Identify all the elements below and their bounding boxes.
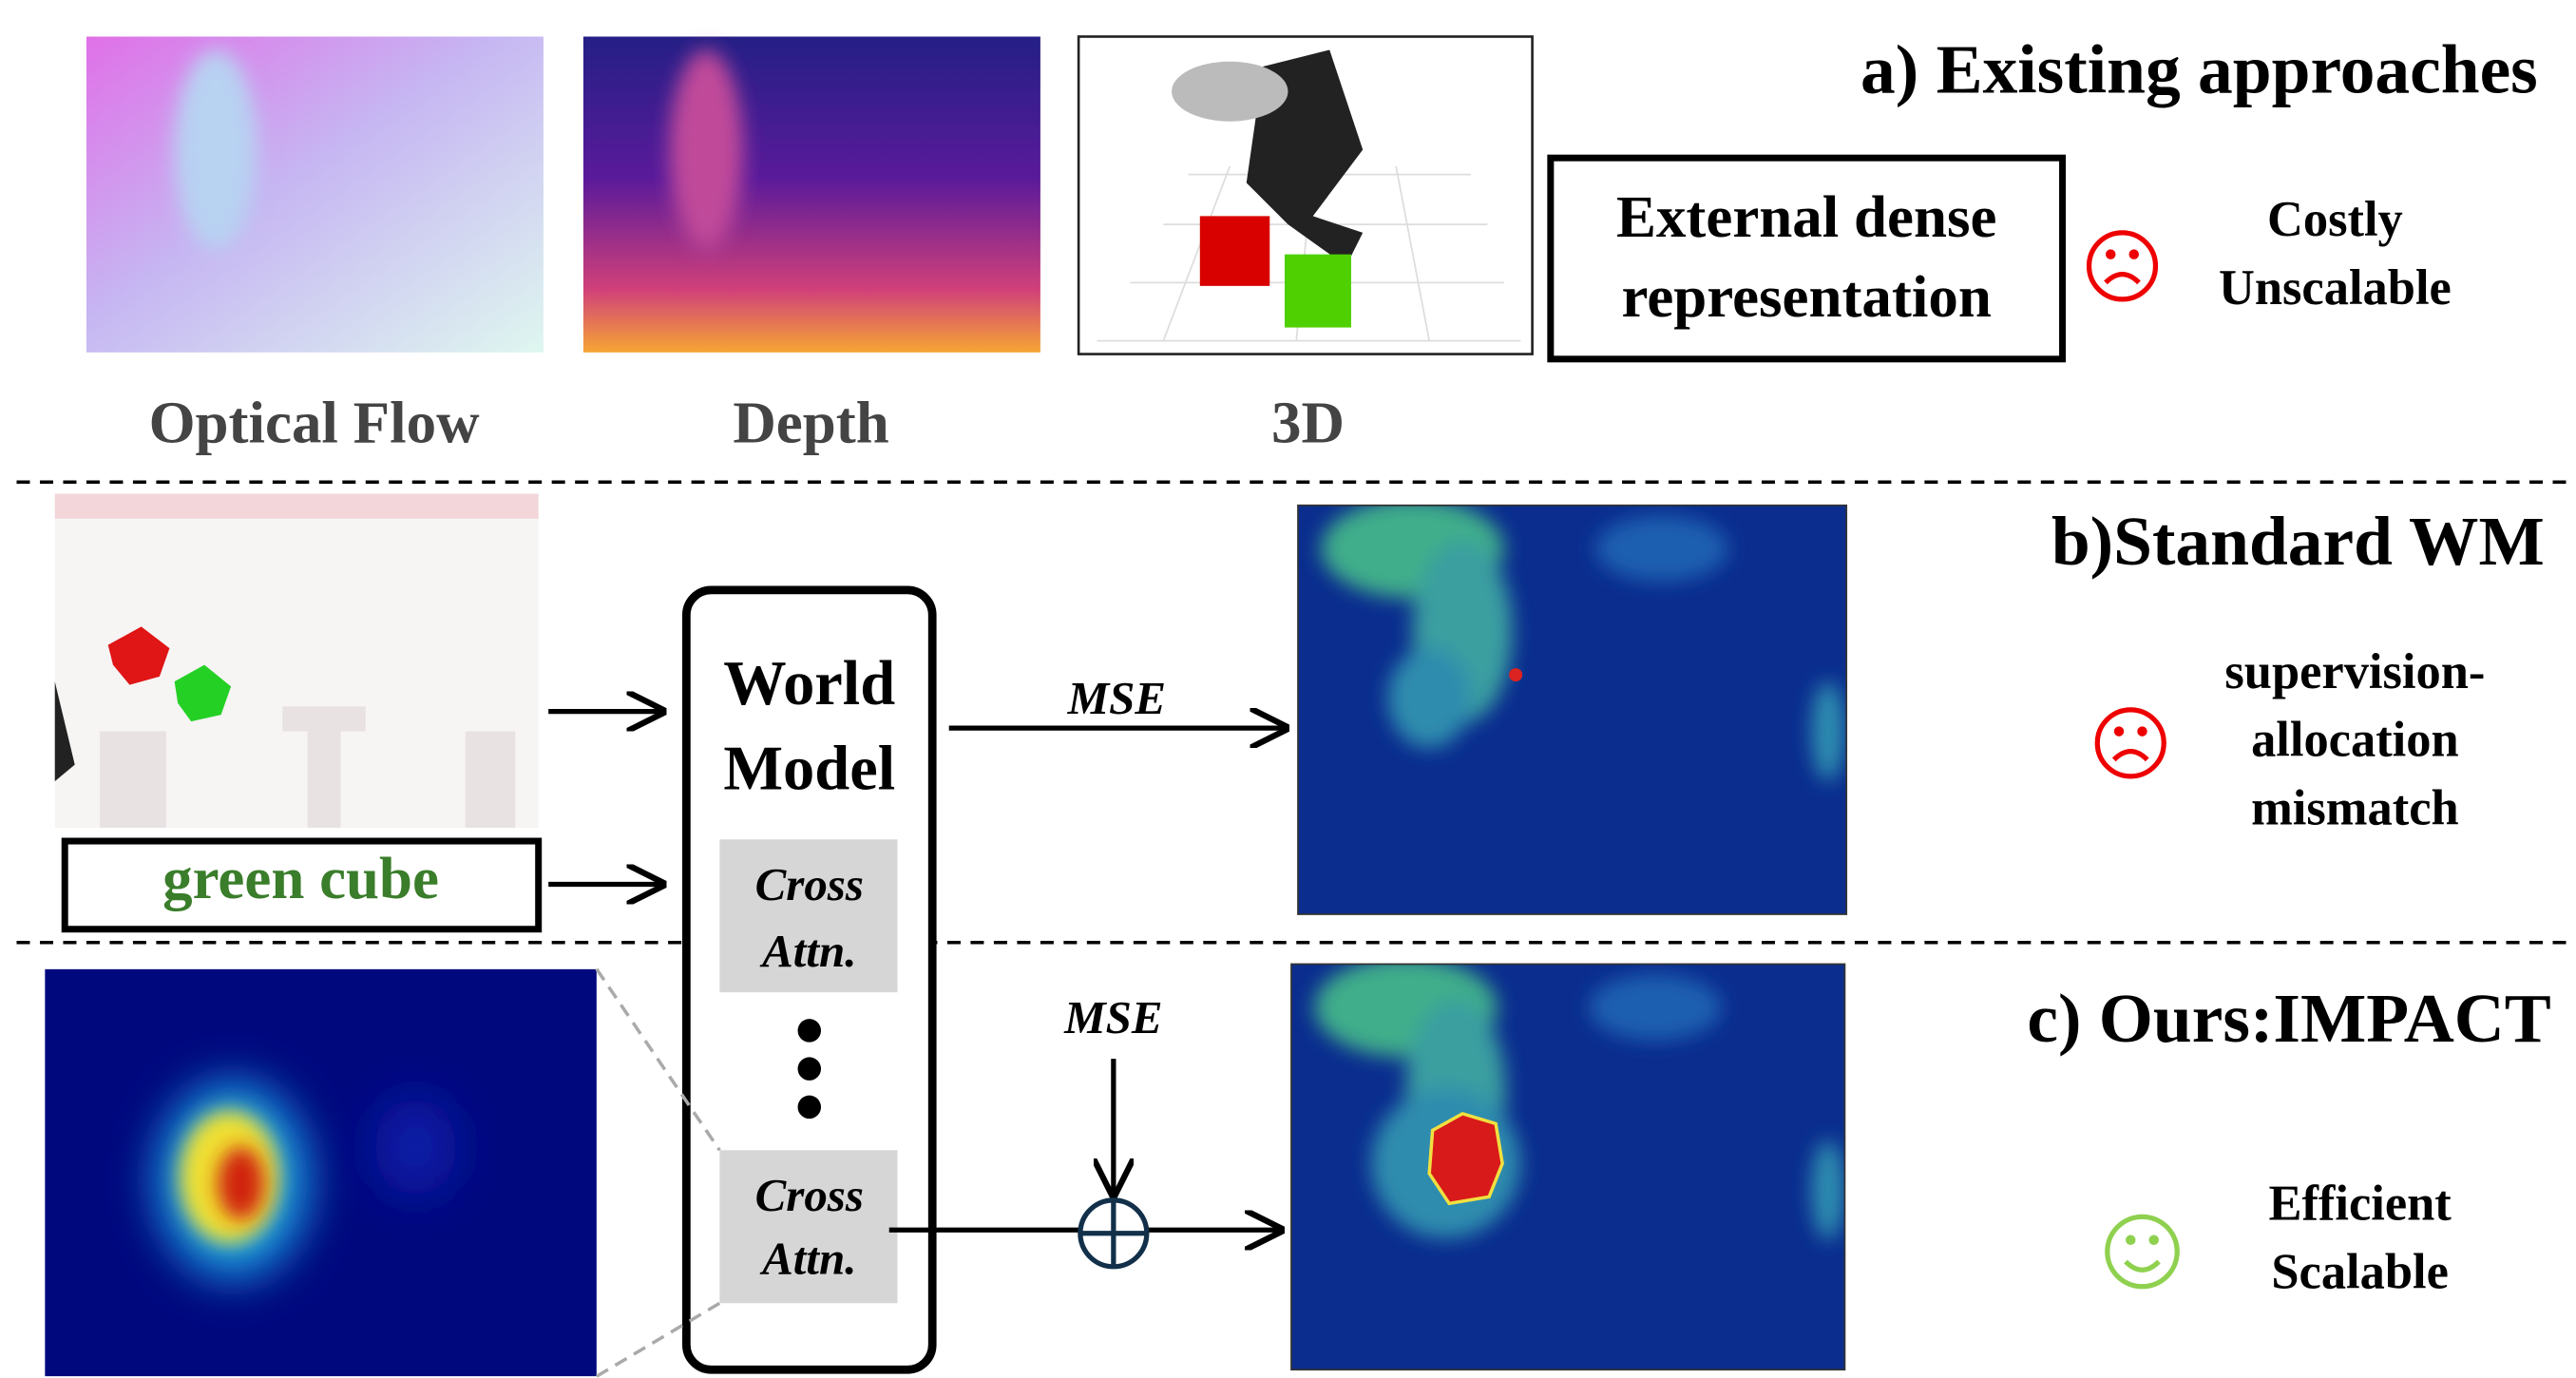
depth-image [582, 36, 1040, 353]
ellipsis-dots [797, 1019, 822, 1120]
block-text: Attn. [759, 1233, 856, 1285]
3d-robot-shadow [1172, 61, 1288, 122]
drawback: mismatch [2251, 780, 2459, 835]
thumbnail-label: Depth [733, 390, 888, 456]
dense-box [1547, 154, 2067, 363]
zoom-line [596, 1301, 721, 1378]
drawback: supervision- [2224, 644, 2485, 699]
heatmap-c [1290, 964, 1845, 1370]
benefit: Efficient [2268, 1177, 2452, 1232]
3d-red-cube [1199, 216, 1270, 286]
box-text: representation [1622, 263, 1992, 330]
block-text: Attn. [759, 925, 856, 977]
world-model-title: World [723, 649, 895, 718]
loss-label: MSE [1067, 672, 1166, 724]
loss-label: MSE [1063, 991, 1162, 1043]
section-title: a) Existing approaches [1860, 30, 2538, 107]
smile-face [2105, 1214, 2180, 1290]
benefit: Scalable [2271, 1244, 2449, 1299]
sad-face [2094, 707, 2166, 779]
scene-gripper [54, 681, 75, 782]
heatmap-b [1297, 505, 1847, 914]
drawback: Costly [2267, 192, 2403, 247]
thumbnail-label: 3D [1271, 390, 1345, 456]
prompt-text: green cube [162, 845, 439, 911]
scene-top [54, 493, 539, 519]
heatmap-frame [1290, 963, 1846, 1371]
attention-map [45, 968, 597, 1377]
drawback: Unscalable [2219, 260, 2452, 316]
block-text: Cross [755, 858, 864, 910]
3d-green-cube [1285, 254, 1351, 328]
drawback: allocation [2251, 713, 2459, 768]
thumbnail-label: Optical Flow [149, 390, 481, 456]
cross-attn-block [719, 1150, 898, 1304]
optical-flow-image [86, 36, 544, 353]
depth-robot [669, 49, 743, 250]
zoom-line [595, 967, 721, 1152]
box-text: External dense [1616, 183, 1996, 250]
section-title: c) Ours:IMPACT [2027, 980, 2550, 1057]
red-cube [107, 626, 170, 685]
cross-attn-block [719, 839, 898, 993]
world-model-title: Model [723, 734, 895, 803]
block-text: Cross [755, 1169, 864, 1221]
section-title: b)Standard WM [2051, 503, 2545, 580]
scene-bg [99, 706, 516, 829]
heatmap-frame [1297, 504, 1848, 915]
add-operator [1078, 1197, 1150, 1270]
green-cube [174, 664, 232, 722]
sad-face [2086, 230, 2159, 302]
prompt-box [61, 837, 543, 933]
flow-robot [174, 49, 258, 250]
